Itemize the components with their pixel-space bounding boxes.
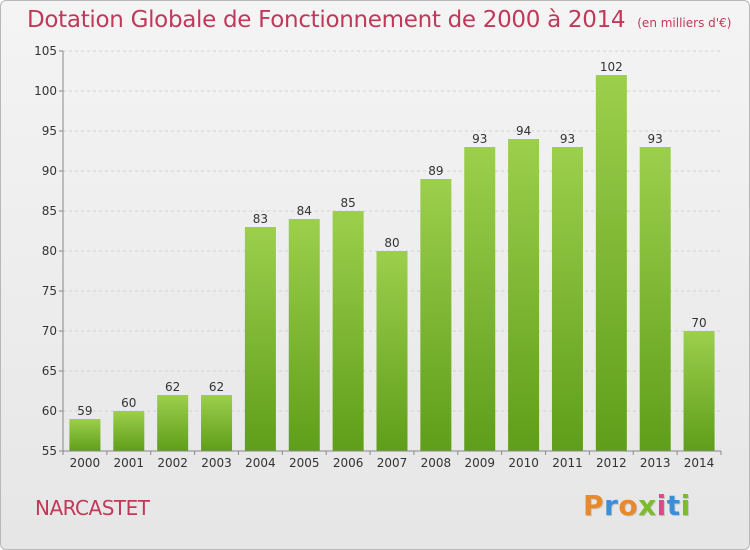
y-axis: 55 60 65 70 75 80 85 90 95 100 105 [34, 44, 64, 458]
bar-2013 [639, 147, 671, 451]
bar-value-label: 85 [340, 196, 355, 210]
x-tick-label: 2010 [508, 456, 539, 470]
x-tick-label: 2002 [157, 456, 188, 470]
logo-letter: P [583, 489, 605, 522]
x-tick-label: 2007 [377, 456, 408, 470]
bar-2006 [332, 211, 364, 451]
chart-title-text: Dotation Globale de Fonctionnement de 20… [27, 7, 626, 33]
bar-2004 [244, 227, 276, 451]
y-tick-label: 70 [42, 324, 57, 338]
bar-2002 [157, 395, 189, 451]
y-tick-label: 55 [42, 444, 57, 458]
bar-2009 [464, 147, 496, 451]
y-tick-label: 105 [34, 44, 57, 58]
bar-value-label: 83 [253, 212, 268, 226]
x-tick-label: 2006 [333, 456, 364, 470]
x-tick-label: 2012 [596, 456, 627, 470]
bar-value-label: 62 [209, 380, 224, 394]
bar-value-label: 59 [77, 404, 92, 418]
logo-letter: o [618, 489, 639, 522]
bar-2011 [551, 147, 583, 451]
x-tick-label: 2005 [289, 456, 320, 470]
bar-2005 [288, 219, 320, 451]
x-tick-label: 2003 [201, 456, 232, 470]
bar-value-label: 93 [472, 132, 487, 146]
x-tick-label: 2009 [464, 456, 495, 470]
bar-2012 [595, 75, 627, 451]
bar-value-label: 80 [384, 236, 399, 250]
y-tick-label: 90 [42, 164, 57, 178]
y-tick-label: 100 [34, 84, 57, 98]
chart-title: Dotation Globale de Fonctionnement de 20… [27, 7, 731, 33]
bar-2008 [420, 179, 452, 451]
logo-letter: i [680, 489, 691, 522]
bar-2000 [69, 419, 101, 451]
bars: 59 60 62 62 83 84 85 80 89 93 94 93 102 93 70 [69, 60, 715, 451]
x-tick-label: 2014 [684, 456, 715, 470]
y-tick-label: 80 [42, 244, 57, 258]
bar-value-label: 84 [297, 204, 312, 218]
bar-2003 [201, 395, 233, 451]
bar-value-label: 93 [560, 132, 575, 146]
logo-letter: x [638, 489, 657, 522]
x-axis: 2000 2001 2002 2003 2004 2005 2006 2007 2008 2009… [62, 450, 722, 470]
x-tick-label: 2008 [421, 456, 452, 470]
bar-value-label: 94 [516, 124, 531, 138]
logo-letter: i [656, 489, 667, 522]
proxiti-logo[interactable]: Proxiti [583, 489, 691, 522]
bar-value-label: 62 [165, 380, 180, 394]
y-tick-label: 85 [42, 204, 57, 218]
bar-value-label: 102 [600, 60, 623, 74]
y-tick-label: 75 [42, 284, 57, 298]
y-tick-label: 60 [42, 404, 57, 418]
logo-letter: r [604, 489, 619, 522]
commune-name: NARCASTET [35, 496, 150, 520]
bar-2014 [683, 331, 715, 451]
bar-2001 [113, 411, 145, 451]
bar-2007 [376, 251, 408, 451]
x-tick-label: 2004 [245, 456, 276, 470]
y-tick-label: 95 [42, 124, 57, 138]
bar-value-label: 70 [691, 316, 706, 330]
bar-value-label: 89 [428, 164, 443, 178]
x-tick-label: 2013 [640, 456, 671, 470]
x-tick-label: 2000 [70, 456, 101, 470]
x-tick-label: 2001 [114, 456, 145, 470]
y-tick-label: 65 [42, 364, 57, 378]
logo-letter: t [666, 489, 681, 522]
bar-value-label: 93 [648, 132, 663, 146]
x-tick-label: 2011 [552, 456, 583, 470]
bar-value-label: 60 [121, 396, 136, 410]
chart-subtitle: (en milliers d'€) [637, 16, 732, 30]
bar-2010 [508, 139, 540, 451]
